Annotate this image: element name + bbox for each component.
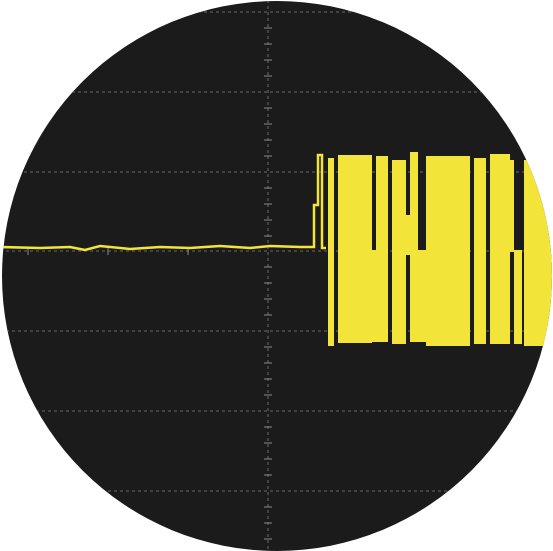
burst-segment xyxy=(410,152,418,342)
burst-segment xyxy=(490,154,510,344)
burst-segment xyxy=(406,215,412,255)
burst-segment xyxy=(376,156,388,342)
burst-segment xyxy=(524,160,552,346)
burst-segment xyxy=(474,158,486,344)
burst-segment xyxy=(338,155,372,343)
burst-segment xyxy=(510,160,514,252)
burst-segment xyxy=(328,158,334,346)
signal-line xyxy=(2,153,326,252)
signal-trace xyxy=(2,152,552,346)
burst-segment xyxy=(392,160,406,344)
burst-segment xyxy=(514,250,522,344)
burst xyxy=(328,152,552,346)
vertical-ticks xyxy=(264,27,272,540)
burst-segment xyxy=(426,156,470,346)
burst-segment xyxy=(372,250,376,342)
burst-segment xyxy=(418,250,426,342)
